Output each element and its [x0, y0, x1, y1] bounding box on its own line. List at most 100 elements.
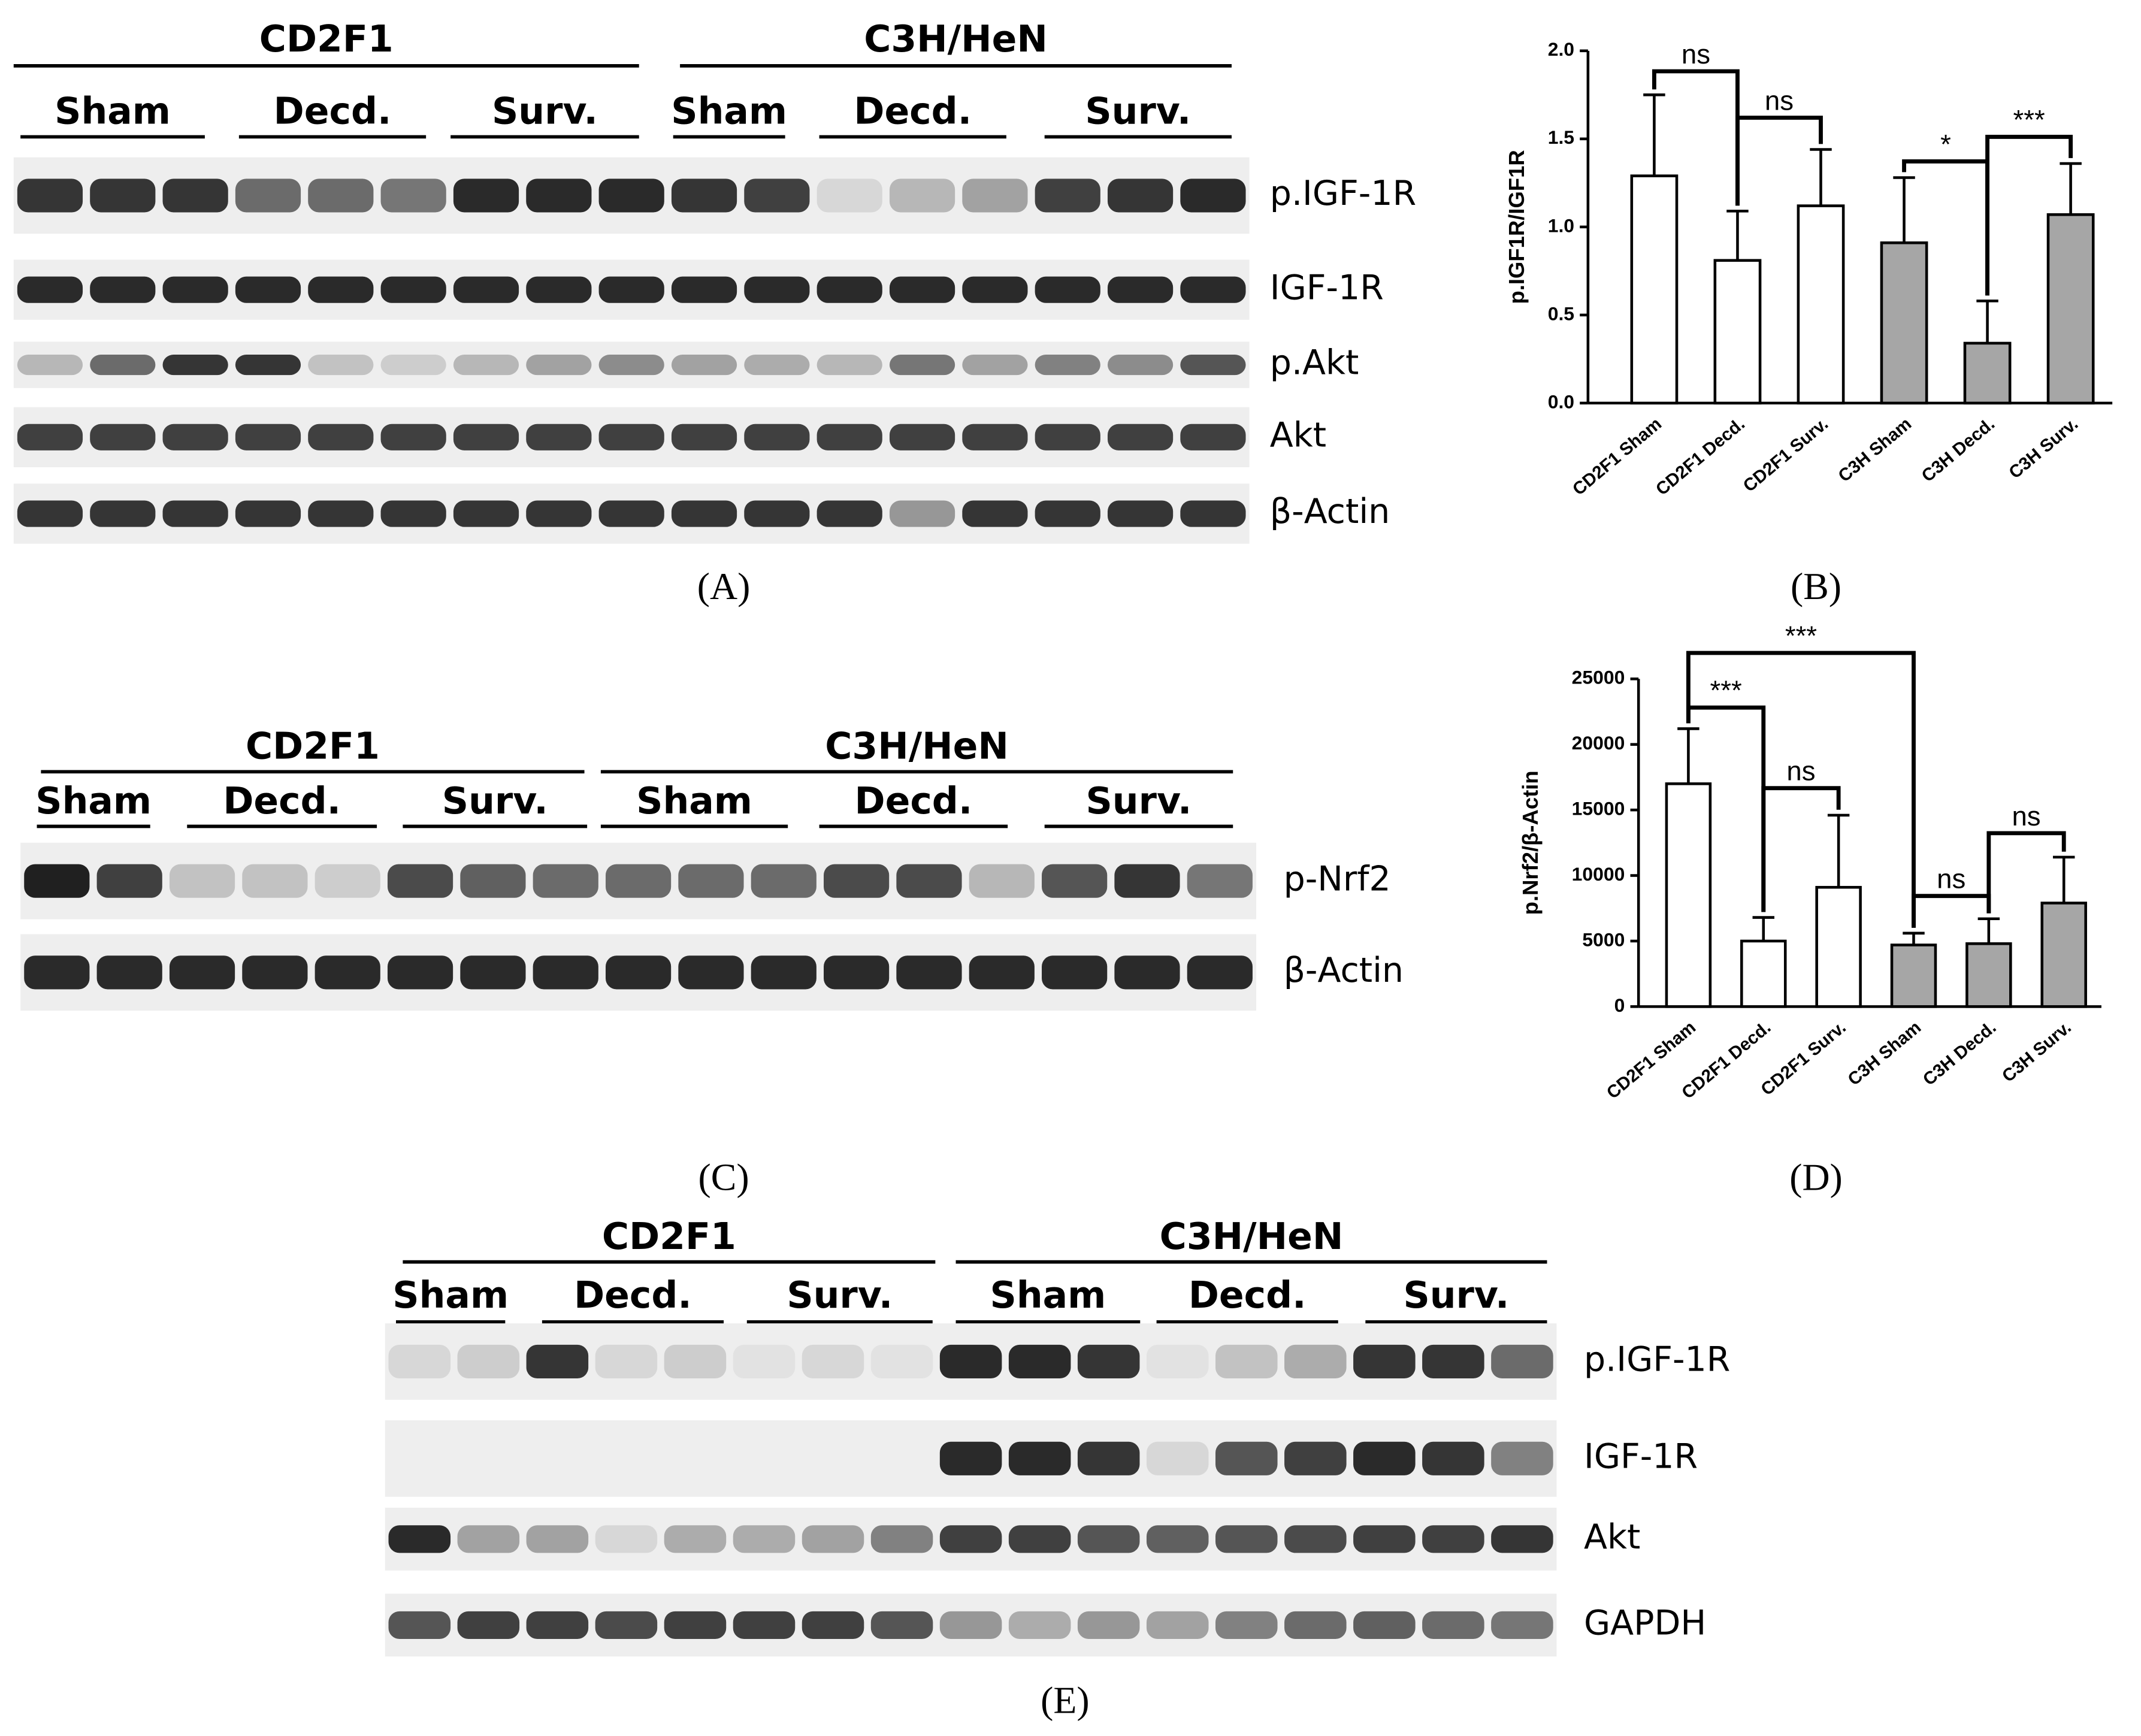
y-tick-label: 0.0 [1548, 391, 1574, 412]
band [169, 864, 235, 898]
x-tick-label: C3H Sham [1844, 1017, 1925, 1090]
significance-label: ns [1682, 39, 1710, 69]
significance-label: * [1940, 129, 1951, 159]
band [308, 179, 374, 213]
subgroup-label: Surv. [787, 1274, 893, 1317]
band [962, 179, 1028, 213]
band [457, 1611, 520, 1639]
band [453, 500, 519, 527]
band [824, 864, 890, 898]
band [388, 1611, 451, 1639]
band [605, 955, 672, 990]
band [1353, 1344, 1416, 1379]
band [962, 424, 1028, 450]
band [17, 424, 83, 450]
row-label: p.IGF-1R [1270, 174, 1416, 213]
band [242, 864, 308, 898]
band [1284, 1525, 1347, 1553]
subgroup-label: Surv. [492, 90, 598, 133]
band [242, 955, 308, 990]
bar [1965, 942, 2012, 1008]
band [387, 955, 453, 990]
y-tick-label: 10000 [1572, 863, 1625, 885]
x-tick-label: CD2F1 Surv. [1740, 414, 1832, 496]
subgroup-label: Surv. [1403, 1274, 1509, 1317]
band [664, 1525, 727, 1553]
band [678, 955, 744, 990]
y-tick-label: 1.0 [1548, 214, 1574, 236]
panel-label: (D) [1789, 1156, 1843, 1199]
band [1008, 1344, 1071, 1379]
band [870, 1611, 933, 1639]
band [1146, 1611, 1209, 1639]
band [1042, 864, 1108, 898]
band [235, 179, 301, 213]
band [169, 955, 235, 990]
band [389, 1442, 451, 1475]
band [1353, 1611, 1416, 1639]
bar [1740, 939, 1787, 1008]
band [939, 1344, 1002, 1379]
band [1042, 955, 1108, 990]
band [308, 500, 374, 527]
band [1107, 179, 1174, 213]
band [595, 1442, 658, 1475]
bar [1713, 259, 1762, 405]
group-label: C3H/HeN [1160, 1215, 1344, 1258]
band [817, 500, 882, 527]
band [388, 1344, 451, 1379]
band [1008, 1525, 1071, 1553]
x-tick-label: C3H Decd. [1918, 414, 1999, 486]
band [671, 355, 737, 376]
band [235, 500, 301, 527]
band [380, 355, 446, 376]
y-tick-label: 15000 [1572, 798, 1625, 819]
band [315, 955, 380, 990]
band [598, 424, 664, 450]
band [1215, 1441, 1278, 1475]
band [162, 355, 228, 376]
band [162, 179, 228, 213]
band [598, 179, 664, 213]
band [896, 955, 962, 990]
row-label: β-Actin [1270, 492, 1390, 531]
x-tick-label: CD2F1 Sham [1569, 414, 1665, 500]
band [733, 1611, 796, 1639]
band [678, 864, 744, 898]
band [889, 500, 955, 527]
panel-label: (A) [697, 565, 751, 607]
band [1035, 179, 1100, 213]
significance-bracket [1686, 651, 1916, 928]
band [733, 1442, 796, 1475]
band [1180, 355, 1246, 376]
band [162, 276, 228, 303]
band [1491, 1525, 1553, 1553]
band [24, 955, 90, 990]
band [1107, 276, 1174, 303]
band [1284, 1441, 1347, 1475]
band [235, 424, 301, 450]
band [90, 179, 156, 213]
band [1284, 1611, 1347, 1639]
band [17, 355, 83, 376]
band [1187, 955, 1253, 990]
band [802, 1525, 864, 1553]
band [17, 179, 83, 213]
band [817, 276, 882, 303]
band [457, 1525, 520, 1553]
band [235, 276, 301, 303]
band [802, 1442, 864, 1475]
band [802, 1344, 864, 1379]
band [1422, 1441, 1484, 1475]
band [526, 500, 592, 527]
band [939, 1525, 1002, 1553]
bar [1797, 204, 1845, 405]
band [939, 1611, 1002, 1639]
band [380, 276, 446, 303]
row-label: β-Actin [1284, 951, 1404, 990]
subgroup-label: Decd. [223, 779, 341, 822]
band [744, 500, 810, 527]
band [308, 276, 374, 303]
band [308, 355, 374, 376]
